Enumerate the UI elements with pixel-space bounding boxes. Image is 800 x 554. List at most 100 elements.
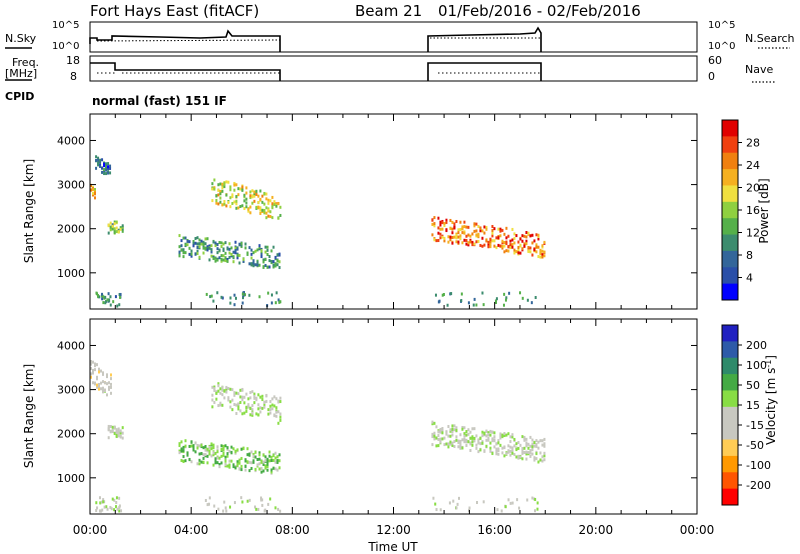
velocity-echo-cell: [467, 428, 470, 432]
velocity-echo-cell: [224, 459, 227, 463]
power-echo-cell: [537, 233, 540, 237]
power-echo-cell: [258, 246, 261, 250]
power-echo-cell: [493, 227, 496, 231]
velocity-echo-cell: [511, 448, 514, 452]
power-echo-cell: [539, 255, 542, 259]
velocity-echo-cell: [110, 377, 112, 381]
velocity-echo-cell: [216, 456, 219, 460]
velocity-echo-cell: [453, 428, 456, 432]
velocity-speckle: [434, 502, 437, 506]
velocity-echo-cell: [208, 449, 211, 453]
velocity-echo-cell: [277, 421, 280, 425]
velocity-echo-cell: [211, 398, 214, 402]
velocity-echo-cell: [523, 438, 526, 442]
velocity-speckle: [208, 502, 211, 506]
power-echo-cell: [272, 260, 275, 264]
velocity-speckle: [534, 497, 537, 501]
velocity-echo-cell: [531, 448, 534, 452]
velocity-echo-cell: [255, 412, 258, 416]
power-echo-cell: [212, 240, 215, 244]
power-echo-cell: [111, 223, 114, 227]
time-tick-label: 12:00: [376, 523, 411, 537]
velocity-echo-cell: [222, 448, 225, 452]
velocity-echo-cell: [525, 450, 528, 454]
velocity-speckle: [206, 503, 209, 507]
power-echo-cell: [441, 235, 444, 239]
velocity-echo-cell: [233, 402, 236, 406]
power-echo-cell: [539, 251, 542, 255]
velocity-echo-cell: [198, 452, 201, 456]
power-echo-cell: [278, 253, 281, 257]
power-echo-cell: [250, 263, 253, 267]
velocity-echo-cell: [192, 444, 195, 448]
power-echo-cell: [527, 249, 530, 253]
velocity-echo-cell: [465, 438, 468, 442]
velocity-echo-cell: [499, 436, 502, 440]
power-echo-cell: [260, 248, 263, 252]
velocity-echo-cell: [198, 458, 201, 462]
velocity-echo-cell: [274, 451, 277, 455]
velocity-echo-cell: [258, 453, 261, 457]
velocity-echo-cell: [184, 459, 187, 463]
power-echo-cell: [465, 238, 468, 242]
velocity-echo-cell: [251, 413, 254, 417]
power-echo-cell: [515, 250, 518, 254]
power-echo-cell: [503, 241, 506, 245]
velocity-echo-cell: [533, 458, 536, 462]
power-echo-cell: [258, 263, 261, 267]
power-echo-cell: [232, 255, 235, 259]
power-echo-cell: [453, 222, 456, 226]
velocity-echo-cell: [270, 455, 273, 459]
nave-tick-bottom: 0: [708, 70, 715, 83]
power-echo-cell: [463, 238, 466, 242]
velocity-echo-cell: [243, 411, 246, 415]
power-echo-cell: [461, 227, 464, 231]
velocity-colorbar-segment: [722, 423, 738, 441]
velocity-echo-cell: [279, 415, 282, 419]
velocity-echo-cell: [213, 400, 216, 404]
power-echo-cell: [218, 256, 221, 260]
power-echo-cell: [459, 237, 462, 241]
power-echo-cell: [190, 249, 193, 253]
power-echo-cell: [241, 188, 244, 192]
power-echo-cell: [265, 192, 268, 196]
power-echo-cell: [107, 231, 110, 235]
velocity-echo-cell: [473, 427, 476, 431]
power-echo-cell: [182, 255, 185, 259]
velocity-echo-cell: [521, 457, 524, 461]
power-echo-cell: [513, 236, 516, 240]
power-echo-cell: [194, 252, 197, 256]
velocity-colorbar-tick-label: -200: [746, 479, 771, 492]
velocity-echo-cell: [461, 446, 464, 450]
power-echo-cell: [192, 240, 195, 244]
power-speckle: [258, 295, 261, 299]
velocity-echo-cell: [509, 453, 512, 457]
power-echo-cell: [184, 236, 187, 240]
power-echo-cell: [222, 242, 225, 246]
velocity-echo-cell: [210, 442, 213, 446]
power-echo-cell: [505, 242, 508, 246]
power-echo-cell: [182, 250, 185, 254]
power-echo-cell: [535, 233, 538, 237]
power-echo-cell: [92, 193, 94, 197]
power-echo-cell: [531, 253, 534, 257]
velocity-echo-cell: [527, 446, 530, 450]
power-echo-cell: [505, 249, 508, 253]
velocity-speckle: [255, 507, 258, 511]
power-echo-cell: [109, 171, 112, 175]
power-echo-cell: [501, 228, 504, 232]
velocity-colorbar-label: Velocity [m s-1]: [764, 355, 779, 445]
power-echo-cell: [115, 230, 118, 234]
power-speckle: [233, 303, 236, 307]
velocity-echo-cell: [258, 451, 261, 455]
velocity-speckle: [274, 506, 277, 510]
date-range: 01/Feb/2016 - 02/Feb/2016: [438, 2, 641, 20]
velocity-echo-cell: [109, 425, 112, 429]
power-echo-cell: [182, 248, 185, 252]
power-echo-cell: [433, 222, 436, 226]
velocity-echo-cell: [215, 390, 218, 394]
velocity-echo-cell: [539, 439, 542, 443]
velocity-echo-cell: [263, 403, 266, 407]
velocity-echo-cell: [111, 425, 114, 429]
velocity-echo-cell: [94, 382, 96, 386]
